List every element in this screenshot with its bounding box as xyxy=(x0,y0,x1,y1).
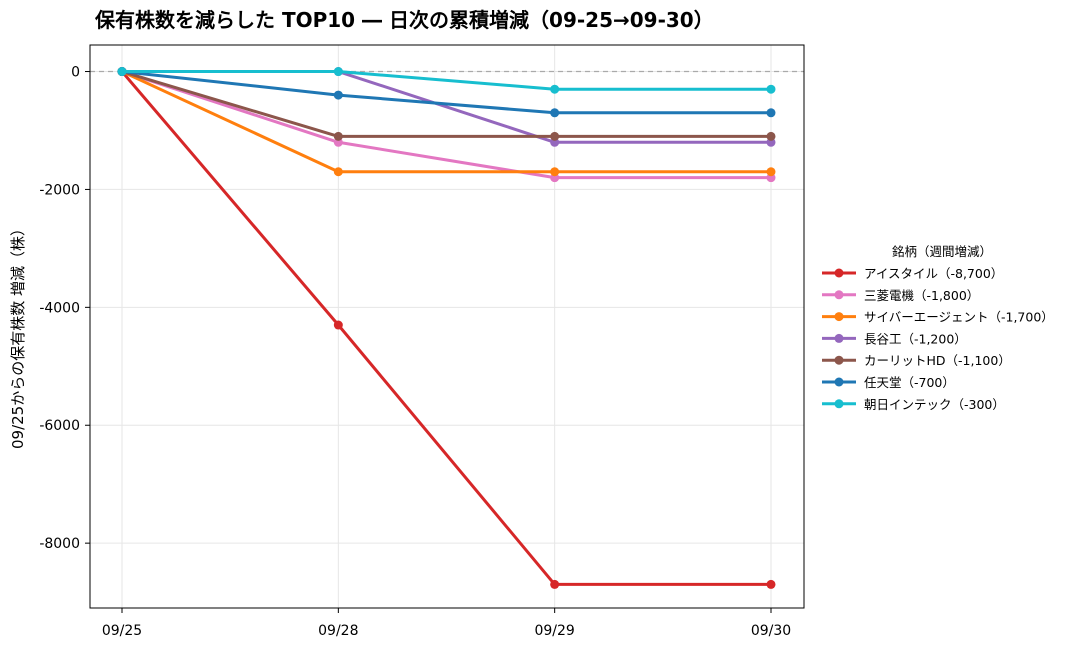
legend-entry-label: 朝日インテック（-300） xyxy=(864,397,1005,412)
x-tick-label: 09/28 xyxy=(318,623,358,639)
series-line xyxy=(120,70,773,138)
data-point xyxy=(333,90,343,100)
series-line xyxy=(120,70,773,180)
legend-entry-label: 任天堂（-700） xyxy=(864,375,955,390)
y-tick-label: 0 xyxy=(71,65,80,81)
legend-title: 銘柄（週間増減） xyxy=(892,244,992,259)
data-point xyxy=(766,131,776,141)
x-tick-label: 09/25 xyxy=(102,623,142,639)
plot-border xyxy=(89,44,805,609)
y-axis-label: 09/25からの保有株数 増減（株） xyxy=(9,221,27,449)
chart-title: 保有株数を減らした TOP10 ― 日次の累積増減（09-25→09-30） xyxy=(94,8,714,32)
y-tick-label: -4000 xyxy=(39,300,80,316)
data-point xyxy=(766,167,776,177)
legend-entry-label: カーリットHD（-1,100） xyxy=(864,353,1011,368)
data-point xyxy=(550,167,560,177)
data-point xyxy=(333,131,343,141)
data-point xyxy=(550,108,560,118)
data-point xyxy=(333,320,343,330)
series-line xyxy=(120,70,773,91)
y-axis: 0 -2000 -4000 -6000 -8000 xyxy=(39,65,90,552)
data-point xyxy=(550,131,560,141)
series-lines xyxy=(117,67,776,589)
legend-swatch-marker xyxy=(834,312,844,322)
y-tick-label: -8000 xyxy=(39,536,80,552)
data-point xyxy=(766,108,776,118)
data-point xyxy=(117,67,127,77)
plot-area xyxy=(90,45,804,608)
x-tick-label: 09/30 xyxy=(751,623,791,639)
data-point xyxy=(333,167,343,177)
legend-swatch-marker xyxy=(834,377,844,387)
series-line xyxy=(120,70,773,115)
x-tick-label: 09/29 xyxy=(534,623,574,639)
legend-entry-label: アイスタイル（-8,700） xyxy=(864,266,1003,281)
x-axis: 09/25 09/28 09/29 09/30 xyxy=(102,608,791,639)
series-6 xyxy=(117,67,776,94)
series-4 xyxy=(117,67,776,141)
legend-swatch-marker xyxy=(834,333,844,343)
legend-swatch-marker xyxy=(834,399,844,409)
data-point xyxy=(550,84,560,94)
y-tick-label: -6000 xyxy=(39,418,80,434)
data-point xyxy=(333,67,343,77)
legend-entry-label: 長谷工（-1,200） xyxy=(864,331,967,346)
series-line xyxy=(120,70,773,586)
series-line xyxy=(120,70,773,174)
legend: 銘柄（週間増減） アイスタイル（-8,700） 三菱電機（-1,800） サイバーエ… xyxy=(822,244,1054,412)
legend-swatch-marker xyxy=(834,268,844,278)
legend-entry-label: 三菱電機（-1,800） xyxy=(864,288,979,303)
data-point xyxy=(550,579,560,589)
series-1 xyxy=(117,67,776,183)
data-point xyxy=(766,84,776,94)
data-point xyxy=(766,579,776,589)
legend-swatch-marker xyxy=(834,355,844,365)
y-tick-label: -2000 xyxy=(39,182,80,198)
legend-swatch-marker xyxy=(834,290,844,300)
legend-entry-label: サイバーエージェント（-1,700） xyxy=(864,310,1054,325)
